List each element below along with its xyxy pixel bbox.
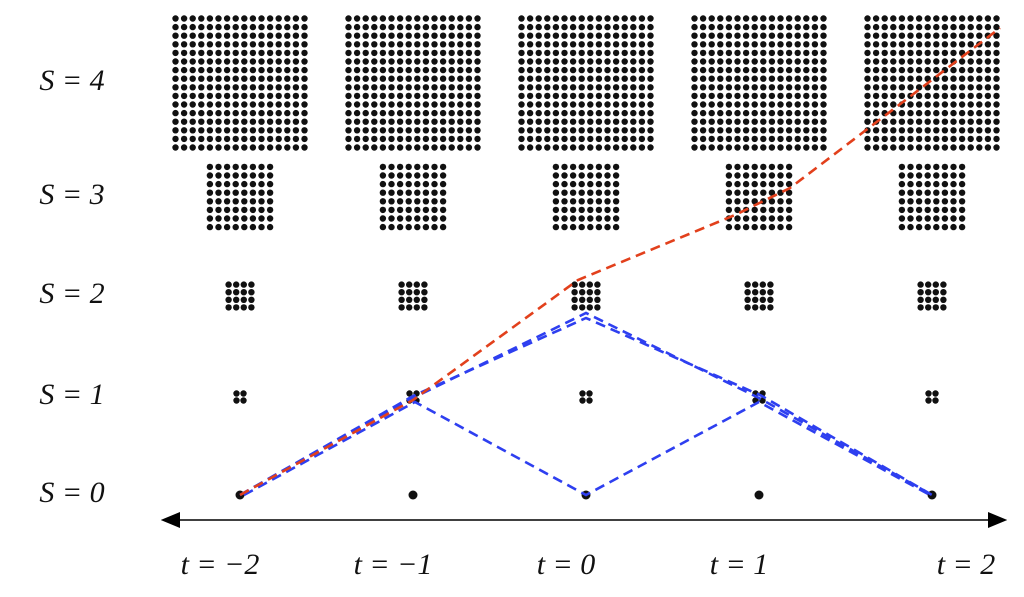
dot-grid (925, 390, 939, 404)
dot-grid (225, 281, 255, 311)
dot-grid (754, 490, 764, 500)
column-label: t = −2 (181, 548, 260, 581)
column-label: t = 2 (937, 548, 996, 581)
dot-grid (579, 390, 593, 404)
blue-paths (239, 311, 933, 497)
dot-grid (898, 163, 966, 231)
red-path (239, 26, 1001, 497)
dot-grid (518, 15, 654, 151)
dot-grid (398, 281, 428, 311)
row-label: S = 1 (39, 378, 104, 411)
dot-grid (571, 281, 601, 311)
dot-grid (725, 163, 793, 231)
dot-grid (744, 281, 774, 311)
row-label: S = 3 (39, 178, 104, 211)
dot-grids (172, 15, 1000, 500)
column-label: t = −1 (354, 548, 433, 581)
row-label: S = 4 (39, 64, 104, 97)
dot-grid (864, 15, 1000, 151)
row-label: S = 0 (39, 476, 104, 509)
dot-grid (691, 15, 827, 151)
dot-grid (233, 390, 247, 404)
dot-grid (172, 15, 308, 151)
dot-grid (408, 490, 418, 500)
dot-grid (206, 163, 274, 231)
column-label: t = 1 (710, 548, 769, 581)
dot-grid (552, 163, 620, 231)
labels: S = 4 S = 3 S = 2 S = 1 S = 0 t = −2 t = −1 t =… (39, 64, 995, 581)
row-label: S = 2 (39, 277, 104, 310)
dot-grid (917, 281, 947, 311)
dot-grid (379, 163, 447, 231)
dot-grid (345, 15, 481, 151)
column-label: t = 0 (537, 548, 596, 581)
